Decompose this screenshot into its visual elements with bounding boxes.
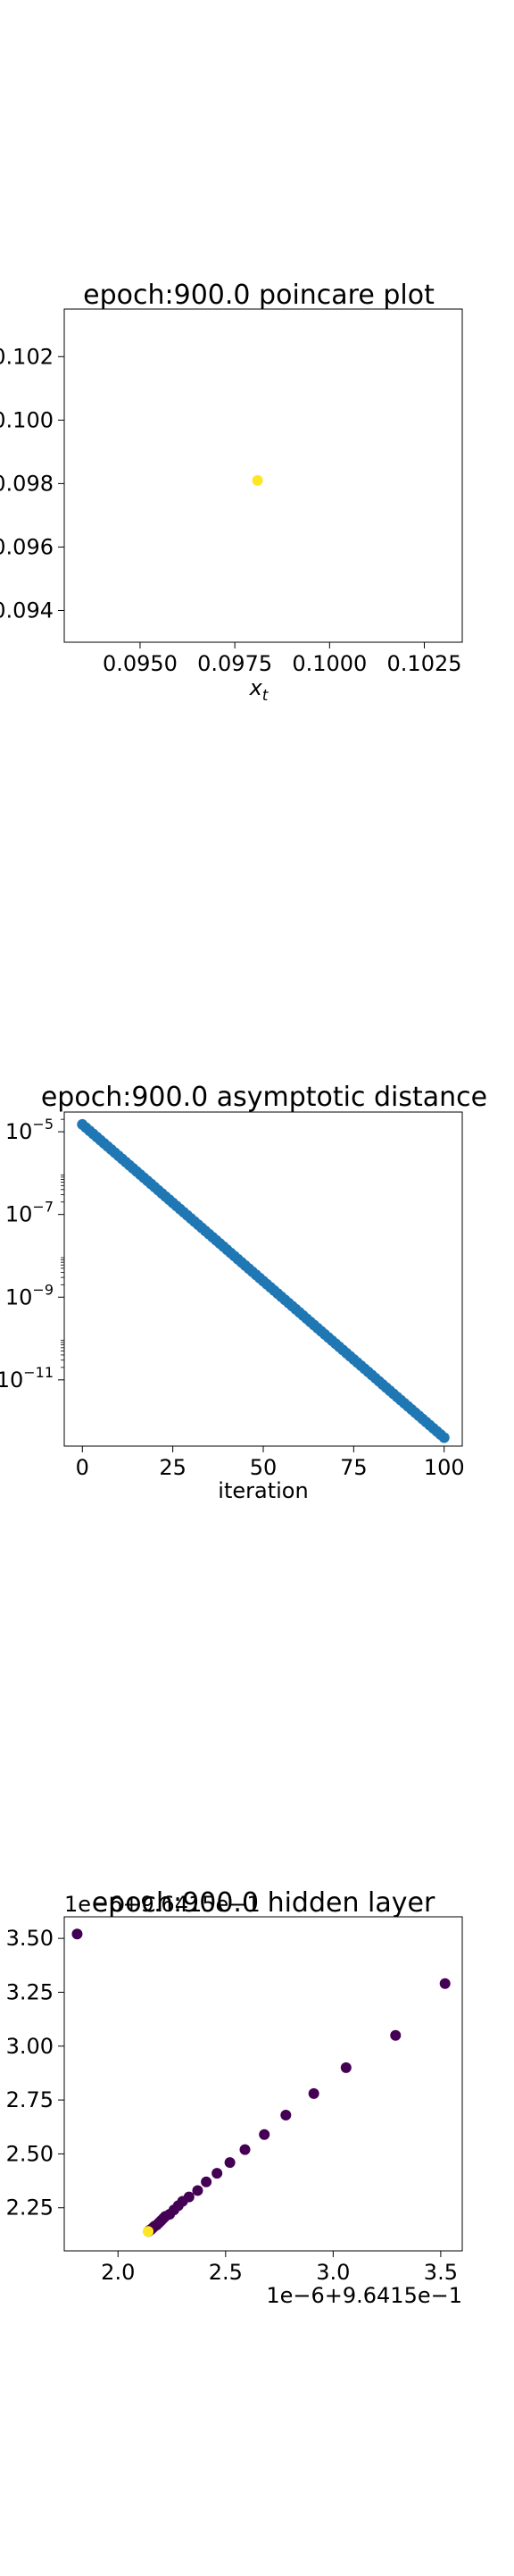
hidden-point [390, 2029, 402, 2041]
hidden-plot-frame [63, 1916, 463, 2252]
hidden-point [192, 2185, 203, 2196]
hidden-y-tick-label: 2.25 [6, 2195, 54, 2221]
poincare-x-tick-label: 0.0950 [103, 651, 178, 676]
hidden-title: epoch:900.0 hidden layer [92, 1887, 435, 1919]
poincare-y-tick-label: 0.098 [0, 471, 54, 496]
hidden-point [308, 2087, 319, 2099]
asymptotic-y-tick-label: 10−11 [0, 1364, 54, 1393]
asymptotic-x-axis-label: iteration [218, 1478, 308, 1503]
hidden-x-tick-label: 3.5 [424, 2260, 458, 2285]
hidden-point [340, 2062, 352, 2073]
hidden-point [143, 2226, 154, 2237]
hidden-layer-chart: epoch:900.0 hidden layer 1e−6+9.6415e−1 … [6, 1887, 463, 2308]
hidden-point [280, 2109, 292, 2120]
poincare-x-tick-label: 0.1000 [292, 651, 367, 676]
hidden-point [439, 1978, 451, 1989]
poincare-y-tick-label: 0.102 [0, 344, 54, 369]
hidden-point [259, 2129, 270, 2140]
hidden-x-tick-label: 2.0 [101, 2260, 135, 2285]
asymptotic-point [438, 1432, 450, 1443]
hidden-point [239, 2144, 251, 2155]
hidden-point [201, 2176, 212, 2187]
poincare-x-tick-label: 0.0975 [197, 651, 272, 676]
poincare-title: epoch:900.0 poincare plot [83, 280, 435, 311]
poincare-x-ticks: 0.0950 0.0975 0.1000 0.1025 [103, 642, 462, 676]
poincare-y-ticks: 0.094 0.096 0.098 0.100 0.102 [0, 344, 64, 623]
poincare-plot-frame [63, 308, 463, 643]
poincare-y-tick-label: 0.094 [0, 598, 54, 623]
poincare-x-tick-label: 0.1025 [387, 651, 462, 676]
hidden-y-ticks: 2.25 2.50 2.75 3.00 3.25 3.50 [6, 1926, 64, 2221]
hidden-y-tick-label: 3.50 [6, 1926, 54, 1951]
poincare-y-tick-label: 0.096 [0, 534, 54, 559]
hidden-x-tick-label: 3.0 [316, 2260, 350, 2285]
hidden-point [224, 2157, 236, 2169]
hidden-points [71, 1928, 451, 2237]
asymptotic-x-tick-label: 75 [340, 1455, 368, 1480]
hidden-point [71, 1928, 83, 1940]
asymptotic-x-tick-label: 100 [424, 1455, 465, 1480]
asymptotic-points [77, 1118, 450, 1443]
hidden-x-offset-label: 1e−6+9.6415e−1 [266, 2283, 462, 2308]
asymptotic-distance-chart: epoch:900.0 asymptotic distance 0 25 50 75 1… [0, 1082, 487, 1503]
hidden-x-ticks: 2.0 2.5 3.0 3.5 [101, 2251, 458, 2285]
hidden-y-tick-label: 3.25 [6, 1979, 54, 2004]
asymptotic-x-ticks: 0 25 50 75 100 [76, 1446, 465, 1480]
poincare-x-label-subscript: t [262, 687, 269, 705]
asymptotic-y-tick-label: 10−5 [5, 1116, 54, 1144]
poincare-chart: epoch:900.0 poincare plot 0.0950 0.0975 0.… [0, 280, 463, 705]
asymptotic-title: epoch:900.0 asymptotic distance [41, 1082, 487, 1113]
hidden-y-tick-label: 2.75 [6, 2087, 54, 2112]
hidden-y-tick-label: 2.50 [6, 2141, 54, 2166]
hidden-y-offset-label: 1e−6+9.6415e−1 [64, 1892, 261, 1917]
asymptotic-x-tick-label: 50 [250, 1455, 278, 1480]
hidden-y-tick-label: 3.00 [6, 2034, 54, 2059]
asymptotic-y-tick-label: 10−7 [5, 1199, 54, 1227]
poincare-points [252, 474, 263, 486]
poincare-point [252, 474, 263, 486]
poincare-y-tick-label: 0.100 [0, 407, 54, 432]
hidden-point [211, 2168, 223, 2179]
asymptotic-x-tick-label: 0 [76, 1455, 89, 1480]
asymptotic-y-tick-label: 10−9 [5, 1281, 54, 1309]
poincare-x-label-main: x [249, 675, 263, 700]
asymptotic-y-ticks: 10−11 10−9 10−7 10−5 [0, 1116, 64, 1393]
asymptotic-x-tick-label: 25 [159, 1455, 187, 1480]
poincare-x-axis-label: xt [249, 675, 269, 705]
hidden-x-tick-label: 2.5 [209, 2260, 243, 2285]
